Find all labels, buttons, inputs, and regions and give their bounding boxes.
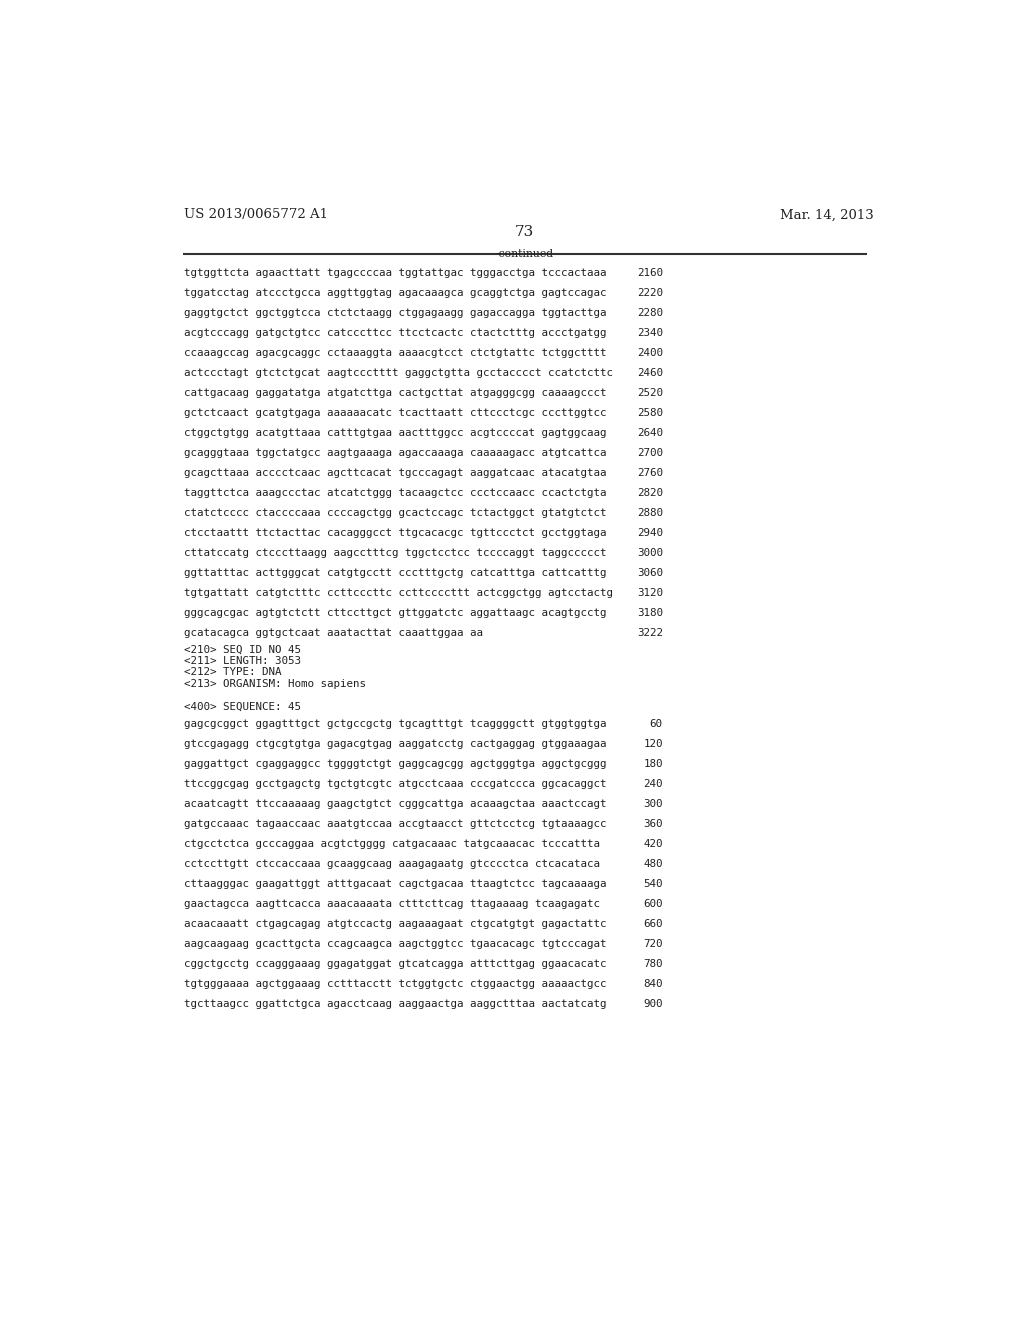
Text: 840: 840 bbox=[643, 979, 663, 989]
Text: gatgccaaac tagaaccaac aaatgtccaa accgtaacct gttctcctcg tgtaaaagcc: gatgccaaac tagaaccaac aaatgtccaa accgtaa… bbox=[183, 818, 606, 829]
Text: 3060: 3060 bbox=[637, 568, 663, 578]
Text: 3000: 3000 bbox=[637, 548, 663, 558]
Text: gcagggtaaa tggctatgcc aagtgaaaga agaccaaaga caaaaagacc atgtcattca: gcagggtaaa tggctatgcc aagtgaaaga agaccaa… bbox=[183, 447, 606, 458]
Text: acaatcagtt ttccaaaaag gaagctgtct cgggcattga acaaagctaa aaactccagt: acaatcagtt ttccaaaaag gaagctgtct cgggcat… bbox=[183, 799, 606, 809]
Text: 780: 780 bbox=[643, 960, 663, 969]
Text: cttatccatg ctcccttaagg aagcctttcg tggctcctcc tccccaggt taggccccct: cttatccatg ctcccttaagg aagcctttcg tggctc… bbox=[183, 548, 606, 558]
Text: 2820: 2820 bbox=[637, 488, 663, 498]
Text: ctgcctctca gcccaggaa acgtctgggg catgacaaac tatgcaaacac tcccattta: ctgcctctca gcccaggaa acgtctgggg catgacaa… bbox=[183, 840, 600, 849]
Text: acgtcccagg gatgctgtcc catcccttcc ttcctcactc ctactctttg accctgatgg: acgtcccagg gatgctgtcc catcccttcc ttcctca… bbox=[183, 327, 606, 338]
Text: 2220: 2220 bbox=[637, 288, 663, 298]
Text: 2160: 2160 bbox=[637, 268, 663, 277]
Text: <211> LENGTH: 3053: <211> LENGTH: 3053 bbox=[183, 656, 301, 667]
Text: 3120: 3120 bbox=[637, 589, 663, 598]
Text: 240: 240 bbox=[643, 779, 663, 789]
Text: acaacaaatt ctgagcagag atgtccactg aagaaagaat ctgcatgtgt gagactattc: acaacaaatt ctgagcagag atgtccactg aagaaag… bbox=[183, 919, 606, 929]
Text: 2940: 2940 bbox=[637, 528, 663, 539]
Text: tgcttaagcc ggattctgca agacctcaag aaggaactga aaggctttaa aactatcatg: tgcttaagcc ggattctgca agacctcaag aaggaac… bbox=[183, 999, 606, 1010]
Text: 120: 120 bbox=[643, 739, 663, 748]
Text: gtccgagagg ctgcgtgtga gagacgtgag aaggatcctg cactgaggag gtggaaagaa: gtccgagagg ctgcgtgtga gagacgtgag aaggatc… bbox=[183, 739, 606, 748]
Text: cctccttgtt ctccaccaaa gcaaggcaag aaagagaatg gtcccctca ctcacataca: cctccttgtt ctccaccaaa gcaaggcaag aaagaga… bbox=[183, 859, 600, 869]
Text: gaggattgct cgaggaggcc tggggtctgt gaggcagcgg agctgggtga aggctgcggg: gaggattgct cgaggaggcc tggggtctgt gaggcag… bbox=[183, 759, 606, 770]
Text: 180: 180 bbox=[643, 759, 663, 770]
Text: 660: 660 bbox=[643, 919, 663, 929]
Text: Mar. 14, 2013: Mar. 14, 2013 bbox=[780, 209, 873, 222]
Text: <213> ORGANISM: Homo sapiens: <213> ORGANISM: Homo sapiens bbox=[183, 678, 366, 689]
Text: tgtgattatt catgtctttc ccttcccttc ccttccccttt actcggctgg agtcctactg: tgtgattatt catgtctttc ccttcccttc ccttccc… bbox=[183, 589, 612, 598]
Text: tggatcctag atccctgcca aggttggtag agacaaagca gcaggtctga gagtccagac: tggatcctag atccctgcca aggttggtag agacaaa… bbox=[183, 288, 606, 298]
Text: gagcgcggct ggagtttgct gctgccgctg tgcagtttgt tcaggggctt gtggtggtga: gagcgcggct ggagtttgct gctgccgctg tgcagtt… bbox=[183, 719, 606, 729]
Text: 600: 600 bbox=[643, 899, 663, 909]
Text: gctctcaact gcatgtgaga aaaaaacatc tcacttaatt cttccctcgc cccttggtcc: gctctcaact gcatgtgaga aaaaaacatc tcactta… bbox=[183, 408, 606, 418]
Text: ttccggcgag gcctgagctg tgctgtcgtc atgcctcaaa cccgatccca ggcacaggct: ttccggcgag gcctgagctg tgctgtcgtc atgcctc… bbox=[183, 779, 606, 789]
Text: 2640: 2640 bbox=[637, 428, 663, 438]
Text: taggttctca aaagccctac atcatctggg tacaagctcc ccctccaacc ccactctgta: taggttctca aaagccctac atcatctggg tacaagc… bbox=[183, 488, 606, 498]
Text: 73: 73 bbox=[515, 226, 535, 239]
Text: 60: 60 bbox=[650, 719, 663, 729]
Text: <400> SEQUENCE: 45: <400> SEQUENCE: 45 bbox=[183, 702, 301, 711]
Text: gcatacagca ggtgctcaat aaatacttat caaattggaa aa: gcatacagca ggtgctcaat aaatacttat caaattg… bbox=[183, 628, 482, 638]
Text: 3222: 3222 bbox=[637, 628, 663, 638]
Text: US 2013/0065772 A1: US 2013/0065772 A1 bbox=[183, 209, 328, 222]
Text: ctggctgtgg acatgttaaa catttgtgaa aactttggcc acgtccccat gagtggcaag: ctggctgtgg acatgttaaa catttgtgaa aactttg… bbox=[183, 428, 606, 438]
Text: 3180: 3180 bbox=[637, 609, 663, 618]
Text: 720: 720 bbox=[643, 940, 663, 949]
Text: gcagcttaaa acccctcaac agcttcacat tgcccagagt aaggatcaac atacatgtaa: gcagcttaaa acccctcaac agcttcacat tgcccag… bbox=[183, 469, 606, 478]
Text: 360: 360 bbox=[643, 818, 663, 829]
Text: tgtggttcta agaacttatt tgagccccaa tggtattgac tgggacctga tcccactaaa: tgtggttcta agaacttatt tgagccccaa tggtatt… bbox=[183, 268, 606, 277]
Text: 2400: 2400 bbox=[637, 348, 663, 358]
Text: cattgacaag gaggatatga atgatcttga cactgcttat atgagggcgg caaaagccct: cattgacaag gaggatatga atgatcttga cactgct… bbox=[183, 388, 606, 397]
Text: <212> TYPE: DNA: <212> TYPE: DNA bbox=[183, 668, 282, 677]
Text: 300: 300 bbox=[643, 799, 663, 809]
Text: 2760: 2760 bbox=[637, 469, 663, 478]
Text: -continued: -continued bbox=[496, 249, 554, 259]
Text: aagcaagaag gcacttgcta ccagcaagca aagctggtcc tgaacacagc tgtcccagat: aagcaagaag gcacttgcta ccagcaagca aagctgg… bbox=[183, 940, 606, 949]
Text: 2580: 2580 bbox=[637, 408, 663, 418]
Text: gaactagcca aagttcacca aaacaaaata ctttcttcag ttagaaaag tcaagagatc: gaactagcca aagttcacca aaacaaaata ctttctt… bbox=[183, 899, 600, 909]
Text: cttaagggac gaagattggt atttgacaat cagctgacaa ttaagtctcc tagcaaaaga: cttaagggac gaagattggt atttgacaat cagctga… bbox=[183, 879, 606, 890]
Text: actccctagt gtctctgcat aagtccctttt gaggctgtta gcctacccct ccatctcttc: actccctagt gtctctgcat aagtccctttt gaggct… bbox=[183, 368, 612, 378]
Text: gaggtgctct ggctggtcca ctctctaagg ctggagaagg gagaccagga tggtacttga: gaggtgctct ggctggtcca ctctctaagg ctggaga… bbox=[183, 308, 606, 318]
Text: gggcagcgac agtgtctctt cttccttgct gttggatctc aggattaagc acagtgcctg: gggcagcgac agtgtctctt cttccttgct gttggat… bbox=[183, 609, 606, 618]
Text: 420: 420 bbox=[643, 840, 663, 849]
Text: 2460: 2460 bbox=[637, 368, 663, 378]
Text: 480: 480 bbox=[643, 859, 663, 869]
Text: ccaaagccag agacgcaggc cctaaaggta aaaacgtcct ctctgtattc tctggctttt: ccaaagccag agacgcaggc cctaaaggta aaaacgt… bbox=[183, 348, 606, 358]
Text: 540: 540 bbox=[643, 879, 663, 890]
Text: ctcctaattt ttctacttac cacagggcct ttgcacacgc tgttccctct gcctggtaga: ctcctaattt ttctacttac cacagggcct ttgcaca… bbox=[183, 528, 606, 539]
Text: 2520: 2520 bbox=[637, 388, 663, 397]
Text: 2700: 2700 bbox=[637, 447, 663, 458]
Text: 2340: 2340 bbox=[637, 327, 663, 338]
Text: tgtgggaaaa agctggaaag cctttacctt tctggtgctc ctggaactgg aaaaactgcc: tgtgggaaaa agctggaaag cctttacctt tctggtg… bbox=[183, 979, 606, 989]
Text: 2880: 2880 bbox=[637, 508, 663, 517]
Text: ggttatttac acttgggcat catgtgcctt ccctttgctg catcatttga cattcatttg: ggttatttac acttgggcat catgtgcctt ccctttg… bbox=[183, 568, 606, 578]
Text: ctatctcccc ctaccccaaa ccccagctgg gcactccagc tctactggct gtatgtctct: ctatctcccc ctaccccaaa ccccagctgg gcactcc… bbox=[183, 508, 606, 517]
Text: 900: 900 bbox=[643, 999, 663, 1010]
Text: 2280: 2280 bbox=[637, 308, 663, 318]
Text: cggctgcctg ccagggaaag ggagatggat gtcatcagga atttcttgag ggaacacatc: cggctgcctg ccagggaaag ggagatggat gtcatca… bbox=[183, 960, 606, 969]
Text: <210> SEQ ID NO 45: <210> SEQ ID NO 45 bbox=[183, 645, 301, 655]
